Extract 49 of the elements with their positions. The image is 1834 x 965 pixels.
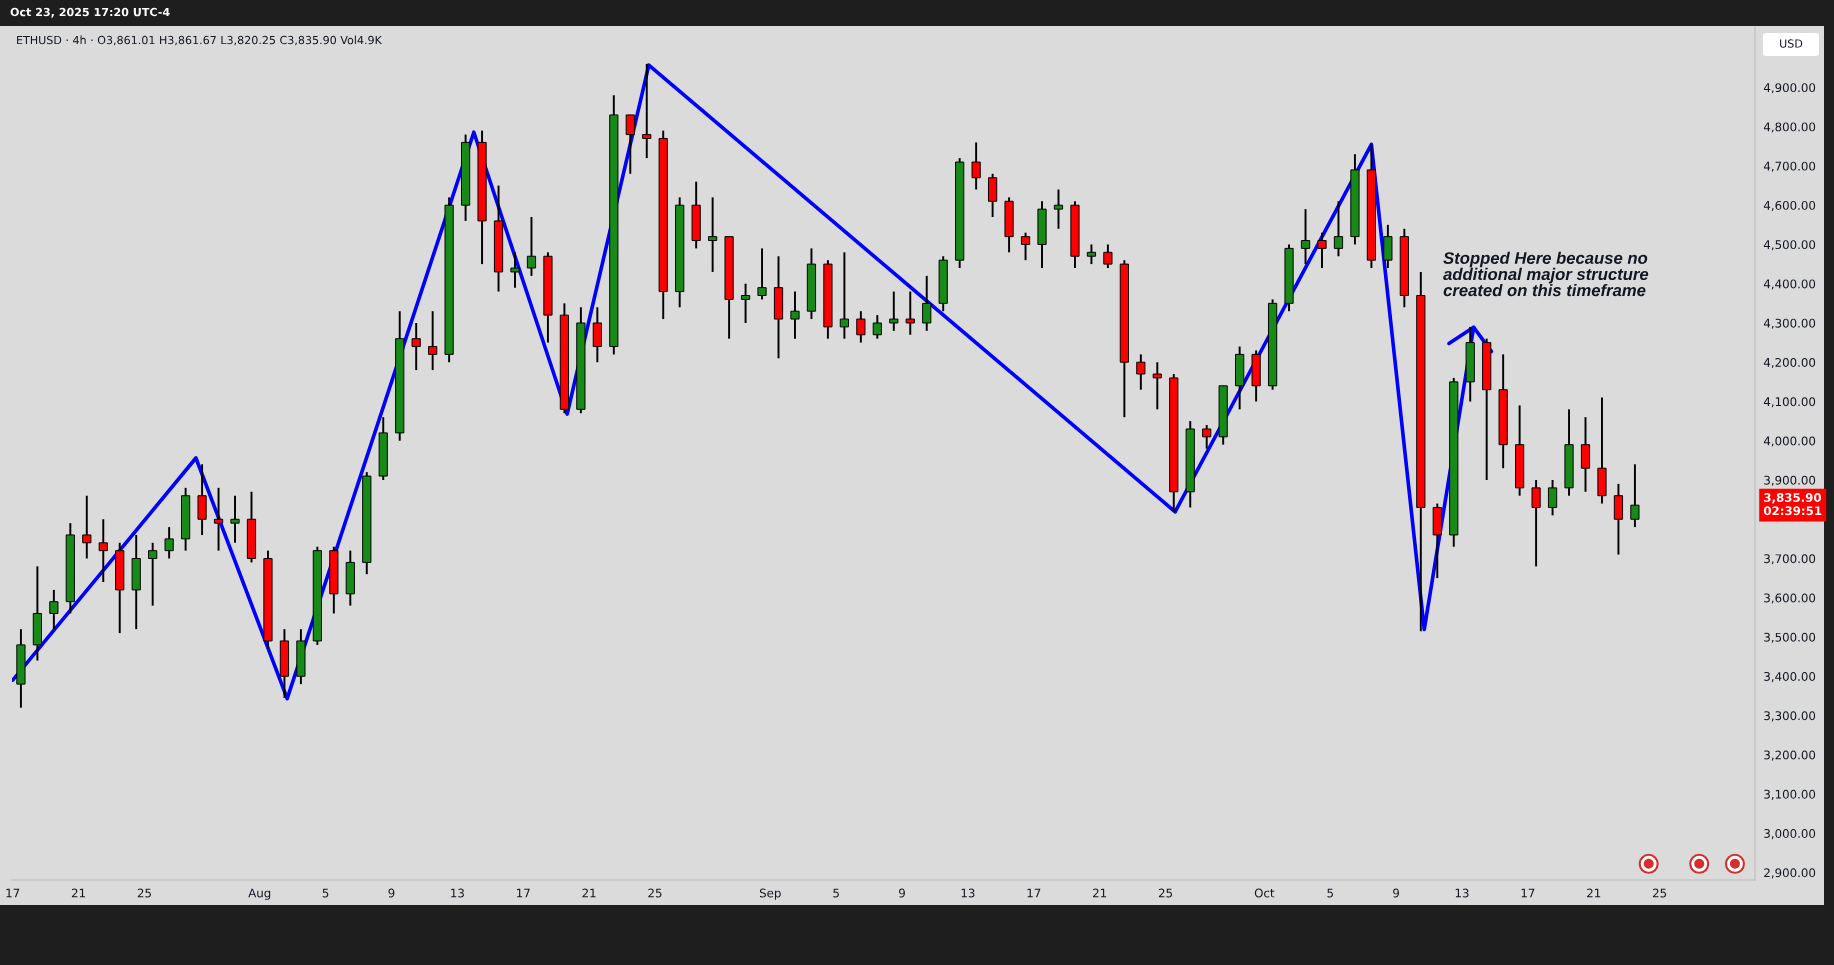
chart-subtitle: Oct 23, 2025 17:20 UTC-4	[10, 7, 170, 18]
y-tick-label: 3,300.00	[1764, 711, 1816, 722]
x-tick-label: 21	[1587, 888, 1601, 898]
y-tick-label: 4,800.00	[1763, 122, 1816, 133]
x-tick-label: 9	[1393, 888, 1400, 898]
x-tick-label: 13	[961, 888, 975, 898]
text: ETHUSD · 4h · O3,861.01 H3,861.67 L3,820.25 C3,835.90 Vol4.9K	[17, 35, 383, 46]
y-tick-label: 4,700.00	[1763, 161, 1816, 172]
x-tick-label: 25	[1652, 888, 1667, 898]
x-tick-label: 5	[322, 888, 329, 898]
y-tick-label: 4,600.00	[1763, 200, 1816, 212]
x-tick-label: 21	[582, 888, 596, 898]
x-tick-label: Aug	[248, 888, 271, 900]
y-tick-label: 4,400.00	[1763, 279, 1816, 290]
x-tick-label: 17	[1521, 888, 1535, 898]
annotation: Stopped Here because no additional major structure created on this timeframe	[1443, 251, 1649, 297]
text: 3,835.90 02:39:51	[1763, 493, 1822, 516]
y-tick-label: 2,900.00	[1764, 868, 1816, 879]
y-tick-label: 4,000.00	[1763, 436, 1816, 447]
x-tick-label: 9	[899, 888, 905, 898]
x-tick-label: 5	[1327, 888, 1333, 898]
y-tick-label: 4,900.00	[1763, 83, 1816, 94]
x-tick-label: 9	[388, 888, 395, 898]
x-tick-label: 13	[1455, 888, 1469, 898]
y-tick-label: 3,600.00	[1764, 593, 1816, 604]
x-tick-label: 25	[1158, 888, 1173, 898]
y-tick-label: 3,400.00	[1764, 671, 1816, 683]
y-tick-label: 3,100.00	[1764, 789, 1816, 800]
y-tick-label: 4,100.00	[1763, 397, 1816, 408]
x-tick-label: 25	[137, 888, 151, 898]
y-tick-label: 3,900.00	[1764, 475, 1816, 486]
x-tick-label: Sep	[759, 888, 781, 900]
x-tick-label: Oct	[1254, 888, 1275, 898]
x-tick-label: 21	[1093, 888, 1107, 898]
x-tick-label: 17	[517, 888, 530, 898]
y-tick-label: 3,500.00	[1764, 632, 1816, 643]
y-tick-label: 4,500.00	[1763, 240, 1816, 251]
y-tick-label: 3,700.00	[1764, 554, 1816, 565]
y-tick-label: 4,300.00	[1763, 318, 1816, 329]
y-tick-label: 3,200.00	[1764, 750, 1816, 761]
x-tick-label: 21	[71, 888, 85, 898]
x-tick-label: 17	[6, 888, 20, 898]
x-tick-label: 25	[648, 888, 662, 898]
y-axis-title: USD	[1780, 39, 1803, 48]
x-tick-label: 13	[451, 888, 464, 898]
x-tick-label: 17	[1027, 888, 1041, 898]
y-tick-label: 4,200.00	[1763, 357, 1816, 369]
y-tick-label: 3,000.00	[1764, 829, 1816, 840]
x-tick-label: 5	[833, 888, 839, 898]
